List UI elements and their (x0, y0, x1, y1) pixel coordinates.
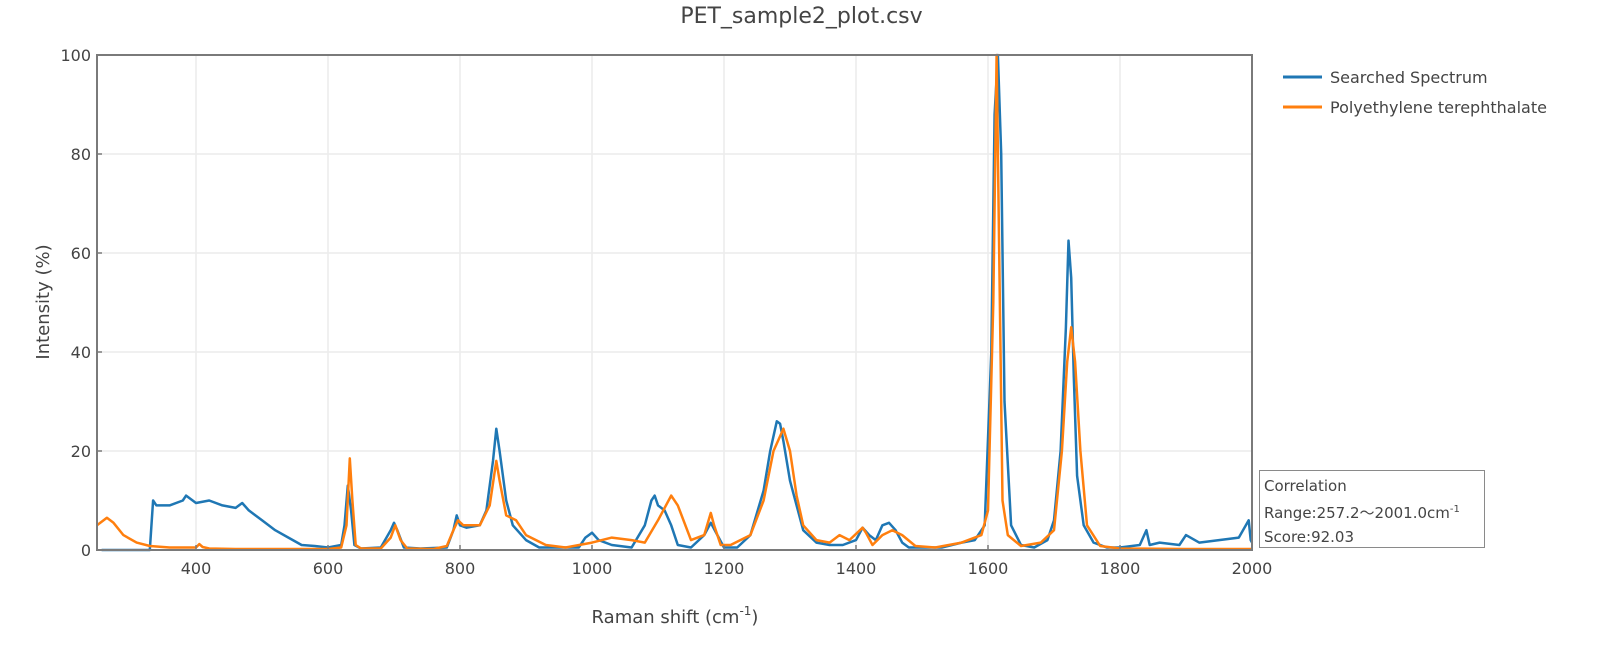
plot-frame (96, 54, 1253, 551)
axis-ticks: 400 600 800 1000 1200 1400 1600 1800 2000 0 20 40 60… (60, 46, 1272, 578)
series-lines (96, 53, 1254, 552)
x-tick-label: 1000 (572, 559, 613, 578)
x-tick-label: 1600 (968, 559, 1009, 578)
annotation-title: Correlation (1264, 477, 1347, 495)
legend-item-searched-spectrum[interactable]: Searched Spectrum (1283, 68, 1488, 87)
x-tick-label: 1400 (836, 559, 877, 578)
annotation-score: Score:92.03 (1264, 528, 1355, 546)
x-tick-label: 2000 (1232, 559, 1273, 578)
y-axis-label: Intensity (%) (33, 244, 54, 359)
y-tick-label: 60 (71, 244, 91, 263)
x-tick-label: 800 (445, 559, 476, 578)
y-tick-label: 100 (60, 46, 91, 65)
chart-title: PET_sample2_plot.csv (680, 4, 923, 29)
series-line-pet-reference[interactable] (96, 53, 1252, 551)
legend-label: Polyethylene terephthalate (1330, 98, 1547, 117)
legend: Searched Spectrum Polyethylene terephtha… (1283, 68, 1547, 117)
x-tick-label: 1800 (1100, 559, 1141, 578)
y-tick-label: 0 (81, 541, 91, 560)
gridlines (97, 55, 1252, 550)
correlation-annotation-box: Correlation Range:257.2～2001.0cm-1 Score… (1259, 470, 1485, 548)
y-tick-label: 40 (71, 343, 91, 362)
x-axis-label: Raman shift (cm-1) (592, 604, 759, 628)
annotation-range: Range:257.2～2001.0cm-1 (1264, 504, 1460, 522)
y-tick-label: 80 (71, 145, 91, 164)
legend-item-pet[interactable]: Polyethylene terephthalate (1283, 98, 1547, 117)
x-tick-label: 1200 (704, 559, 745, 578)
x-tick-label: 400 (181, 559, 212, 578)
x-tick-label: 600 (313, 559, 344, 578)
legend-label: Searched Spectrum (1330, 68, 1488, 87)
y-tick-label: 20 (71, 442, 91, 461)
series-line-searched-spectrum[interactable] (101, 53, 1254, 552)
